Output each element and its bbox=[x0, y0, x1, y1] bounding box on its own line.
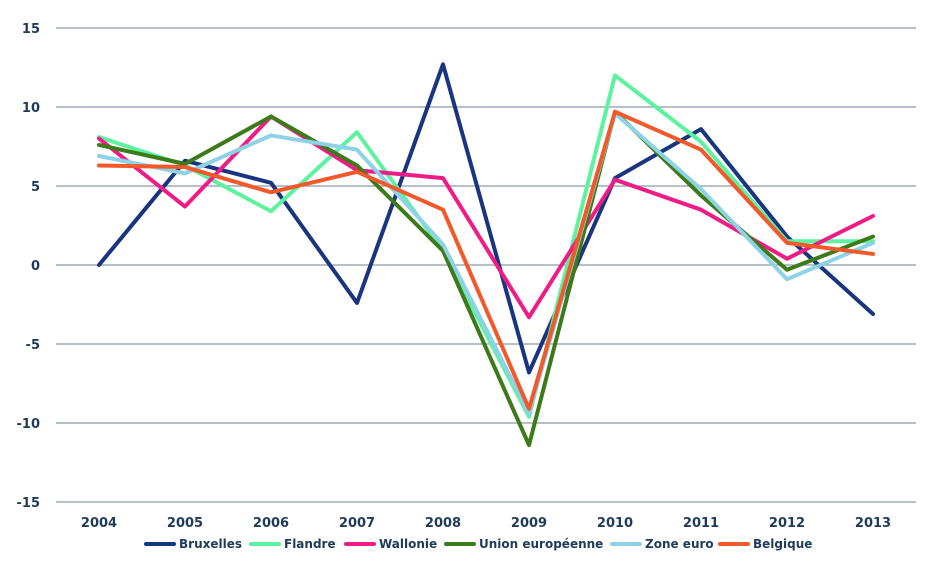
series-line-0 bbox=[97, 62, 875, 375]
x-tick-label: 2005 bbox=[167, 516, 203, 531]
series-lines bbox=[97, 62, 875, 448]
x-tick-label: 2006 bbox=[253, 516, 289, 531]
y-tick-label: -15 bbox=[17, 496, 41, 511]
legend-label-0: Bruxelles bbox=[179, 537, 242, 551]
legend-label-1: Flandre bbox=[284, 537, 336, 551]
y-tick-label: 10 bbox=[22, 101, 40, 116]
y-tick-label: 5 bbox=[31, 180, 40, 195]
x-axis-ticks: 2004 2005 2006 2007 2008 2009 2010 2011 2012 2013 bbox=[81, 516, 891, 531]
legend-label-2: Wallonie bbox=[379, 537, 437, 551]
x-tick-label: 2007 bbox=[339, 516, 375, 531]
y-tick-label: -10 bbox=[17, 417, 41, 432]
x-tick-label: 2011 bbox=[683, 516, 719, 531]
series-line-5 bbox=[97, 109, 875, 411]
legend-label-4: Zone euro bbox=[645, 537, 714, 551]
y-tick-label: 0 bbox=[31, 259, 40, 274]
series-line-4 bbox=[97, 111, 875, 416]
x-tick-label: 2013 bbox=[855, 516, 891, 531]
x-tick-label: 2009 bbox=[511, 516, 547, 531]
y-axis-ticks: 15 10 5 0 -5 -10 -15 bbox=[17, 22, 41, 511]
x-tick-label: 2012 bbox=[769, 516, 805, 531]
series-line-1 bbox=[97, 73, 875, 419]
x-tick-label: 2004 bbox=[81, 516, 117, 531]
grid-lines bbox=[56, 27, 916, 503]
legend-label-3: Union européenne bbox=[479, 537, 603, 551]
legend-label-5: Belgique bbox=[753, 537, 812, 551]
x-tick-label: 2010 bbox=[597, 516, 633, 531]
y-tick-label: -5 bbox=[26, 338, 40, 353]
legend: Bruxelles Flandre Wallonie Union européenne… bbox=[144, 537, 812, 551]
x-tick-label: 2008 bbox=[425, 516, 461, 531]
y-tick-label: 15 bbox=[22, 22, 40, 37]
